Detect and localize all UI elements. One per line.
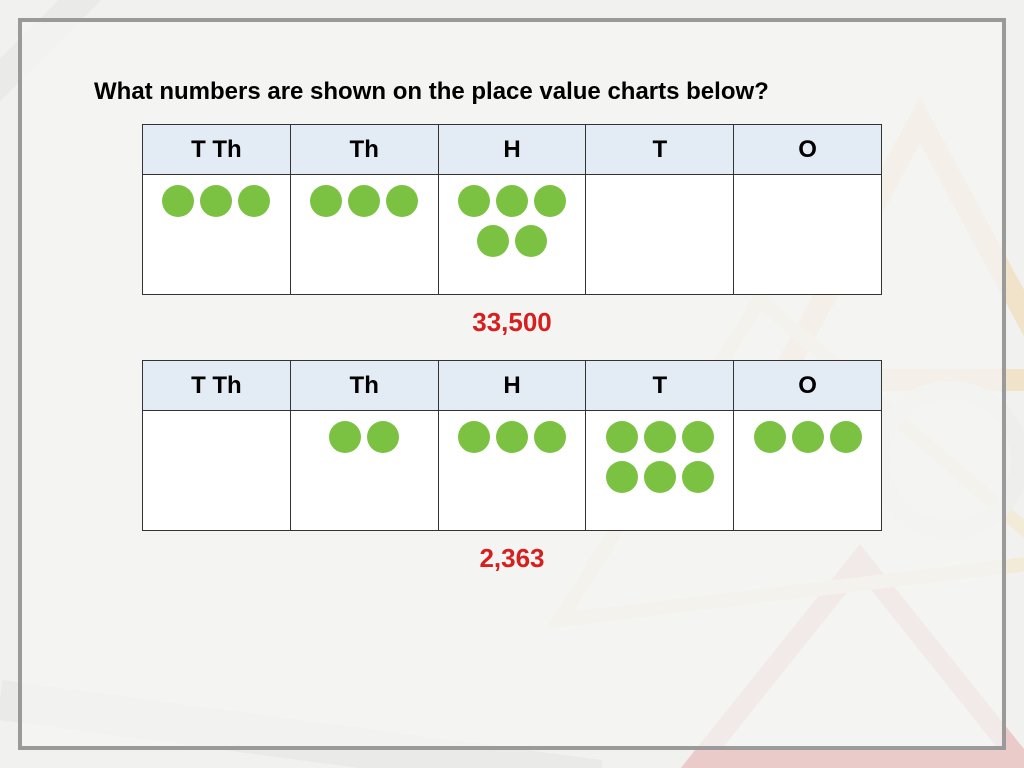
- column-header: T Th: [143, 361, 291, 411]
- chart2-header-row: T ThThHTO: [143, 361, 882, 411]
- column-header: Th: [290, 361, 438, 411]
- question-text: What numbers are shown on the place valu…: [94, 78, 946, 106]
- counter-dot: [754, 421, 786, 453]
- slide-content: What numbers are shown on the place valu…: [18, 18, 1006, 750]
- place-value-cell: [586, 411, 734, 531]
- counter-dot: [496, 421, 528, 453]
- column-header: O: [734, 125, 882, 175]
- counter-dot: [310, 185, 342, 217]
- counter-dot: [792, 421, 824, 453]
- counter-dot: [644, 461, 676, 493]
- place-value-chart-2: T ThThHTO: [142, 360, 882, 531]
- counter-dot: [367, 421, 399, 453]
- counter-dot: [830, 421, 862, 453]
- counter-dot: [682, 421, 714, 453]
- counter-dot: [458, 185, 490, 217]
- chart1-data-row: [143, 175, 882, 295]
- column-header: O: [734, 361, 882, 411]
- counter-dot: [606, 421, 638, 453]
- place-value-cell: [143, 411, 291, 531]
- chart1-answer: 33,500: [78, 307, 946, 338]
- counter-dot: [386, 185, 418, 217]
- chart2-data-row: [143, 411, 882, 531]
- counter-dot: [162, 185, 194, 217]
- counter-dot: [329, 421, 361, 453]
- counter-dot: [644, 421, 676, 453]
- counter-dot: [606, 461, 638, 493]
- counter-dot: [477, 225, 509, 257]
- counter-dot: [238, 185, 270, 217]
- column-header: Th: [290, 125, 438, 175]
- counter-dot: [348, 185, 380, 217]
- place-value-chart-1: T ThThHTO: [142, 124, 882, 295]
- counter-dot: [682, 461, 714, 493]
- counter-dot: [534, 421, 566, 453]
- chart1-header-row: T ThThHTO: [143, 125, 882, 175]
- place-value-cell: [586, 175, 734, 295]
- place-value-cell: [143, 175, 291, 295]
- column-header: H: [438, 125, 586, 175]
- chart2-answer: 2,363: [78, 543, 946, 574]
- column-header: H: [438, 361, 586, 411]
- column-header: T: [586, 125, 734, 175]
- place-value-cell: [734, 175, 882, 295]
- column-header: T Th: [143, 125, 291, 175]
- place-value-cell: [734, 411, 882, 531]
- counter-dot: [515, 225, 547, 257]
- counter-dot: [200, 185, 232, 217]
- place-value-cell: [438, 411, 586, 531]
- column-header: T: [586, 361, 734, 411]
- counter-dot: [458, 421, 490, 453]
- place-value-cell: [290, 411, 438, 531]
- counter-dot: [496, 185, 528, 217]
- place-value-cell: [438, 175, 586, 295]
- counter-dot: [534, 185, 566, 217]
- place-value-cell: [290, 175, 438, 295]
